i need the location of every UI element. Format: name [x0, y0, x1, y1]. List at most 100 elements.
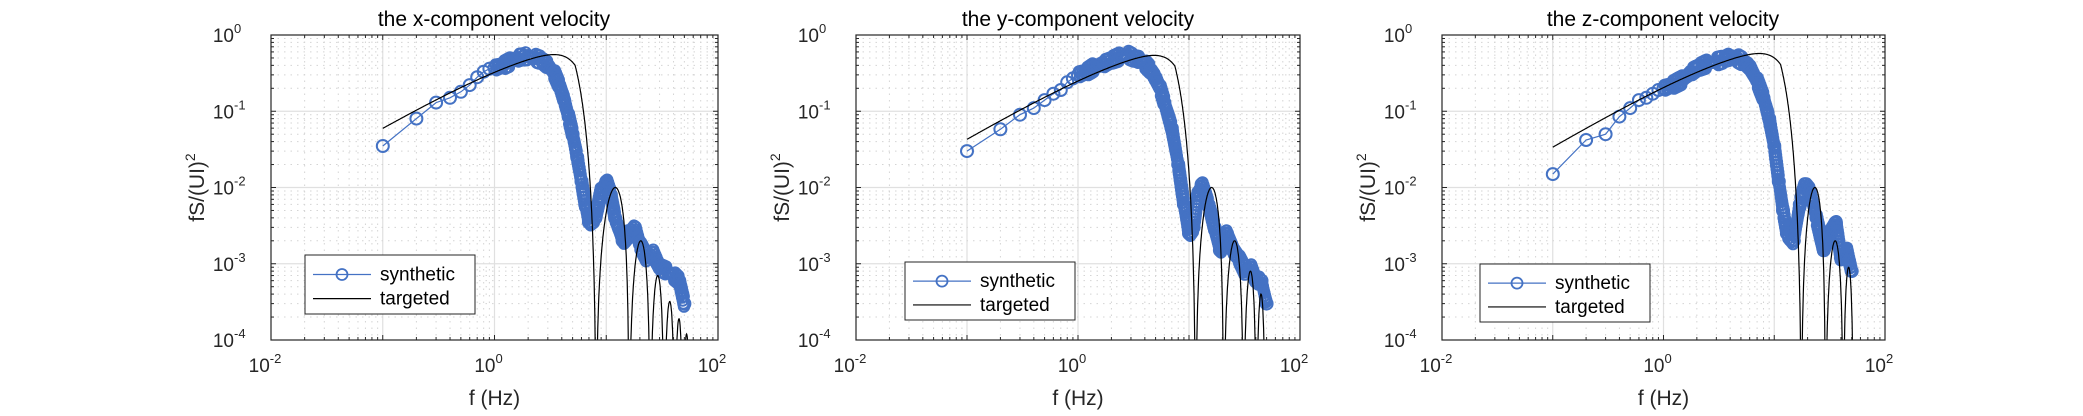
tick-base: 10: [798, 255, 819, 276]
tick-exponent: 0: [1405, 21, 1412, 36]
tick-exponent: -4: [1405, 326, 1417, 341]
legend-targeted-label: targeted: [980, 295, 1050, 316]
synthetic-marker: [1839, 243, 1854, 258]
tick-base: 10: [1058, 356, 1079, 377]
tick-base: 10: [1643, 356, 1664, 377]
y-tick-label: 100: [213, 21, 241, 47]
legend-synthetic-label: synthetic: [980, 271, 1055, 292]
synthetic-marker: [1046, 86, 1061, 101]
synthetic-marker: [603, 187, 618, 202]
synthetic-marker: [1786, 233, 1801, 248]
tick-base: 10: [798, 179, 819, 200]
tick-exponent: -2: [819, 174, 831, 189]
x-tick-label: 10-2: [834, 351, 867, 377]
tick-base: 10: [798, 26, 819, 47]
x-tick-label: 100: [1058, 351, 1086, 377]
tick-marks: [855, 34, 1301, 341]
series-layer: [960, 44, 1274, 340]
synthetic-marker: [1723, 49, 1738, 64]
synthetic-marker: [1176, 197, 1191, 212]
y-tick-label: 10-2: [798, 174, 831, 200]
synthetic-marker: [1579, 133, 1594, 147]
y-axis-label-text: fS/(UI)2: [182, 153, 209, 222]
subplot-title: the z-component velocity: [1547, 8, 1780, 31]
legend: synthetic targeted: [904, 261, 1076, 321]
tick-exponent: 2: [1301, 351, 1308, 366]
y-axis-label-text: fS/(UI)2: [767, 153, 794, 222]
legend-synthetic-marker: [935, 274, 949, 288]
tick-exponent: 2: [719, 351, 726, 366]
synthetic-marker: [1802, 184, 1817, 198]
synthetic-marker: [487, 60, 502, 75]
legend-synthetic-marker: [335, 268, 349, 281]
synthetic-marker: [1164, 121, 1179, 136]
tick-exponent: -4: [819, 326, 831, 341]
synthetic-marker: [409, 111, 424, 126]
tick-exponent: 2: [1886, 351, 1893, 366]
y-tick-label: 10-4: [798, 326, 831, 352]
x-tick-label: 102: [1865, 351, 1893, 377]
synthetic-marker: [1171, 157, 1186, 172]
synthetic-marker: [599, 174, 614, 189]
tick-base: 10: [834, 356, 855, 377]
subplot-x-component: the x-component velocity 10-2 100 10210010…: [182, 8, 726, 410]
tick-exponent: -1: [234, 97, 246, 112]
tick-exponent: 0: [1079, 351, 1086, 366]
y-label-base: fS/(UI): [771, 161, 794, 222]
tick-base: 10: [213, 102, 234, 123]
tick-base: 10: [698, 356, 719, 377]
synthetic-marker: [521, 49, 536, 63]
y-tick-label: 10-4: [213, 326, 246, 352]
synthetic-marker: [1087, 60, 1102, 74]
synthetic-marker: [496, 58, 511, 73]
synthetic-marker: [1828, 215, 1843, 230]
y-tick-label: 100: [798, 21, 826, 47]
synthetic-marker: [1153, 81, 1168, 96]
synthetic-marker: [1823, 226, 1838, 241]
synthetic-marker: [1742, 60, 1757, 74]
synthetic-marker: [1676, 72, 1690, 87]
tick-exponent: -2: [1405, 174, 1417, 189]
synthetic-marker: [1194, 177, 1209, 192]
synthetic-marker: [1231, 250, 1246, 265]
x-axis-label: f (Hz): [1638, 387, 1689, 410]
series-layer: [1545, 47, 1859, 340]
tick-base: 10: [1384, 26, 1405, 47]
tick-base: 10: [798, 102, 819, 123]
y-tick-label: 10-1: [213, 97, 246, 123]
tick-exponent: -2: [270, 351, 282, 366]
synthetic-marker: [557, 93, 572, 108]
synthetic-marker: [1259, 296, 1274, 311]
tick-base: 10: [1865, 356, 1886, 377]
synthetic-marker: [565, 127, 580, 142]
tick-base: 10: [1280, 356, 1301, 377]
synthetic-marker: [1816, 243, 1831, 258]
synthetic-marker: [1545, 167, 1560, 182]
x-axis-label: f (Hz): [1052, 387, 1103, 410]
synthetic-marker: [1104, 53, 1119, 67]
synthetic-marker: [503, 54, 518, 69]
synthetic-marker: [1750, 73, 1765, 88]
synthetic-marker: [1113, 49, 1128, 64]
tick-base: 10: [1384, 102, 1405, 123]
synthetic-marker: [1709, 54, 1724, 69]
synthetic-marker: [1762, 111, 1777, 126]
synthetic-marker: [645, 245, 660, 260]
tick-exponent: 0: [495, 351, 502, 366]
y-tick-label: 10-3: [798, 250, 831, 276]
tick-base: 10: [1384, 255, 1405, 276]
synthetic-marker: [1767, 139, 1782, 153]
synthetic-marker: [588, 210, 603, 225]
synthetic-marker: [1779, 226, 1794, 241]
synthetic-marker: [574, 174, 589, 189]
synthetic-marker: [672, 273, 687, 288]
synthetic-marker: [677, 296, 692, 311]
synthetic-marker: [1665, 78, 1680, 93]
y-label-base: fS/(UI): [186, 161, 209, 222]
y-tick-label: 10-3: [1384, 250, 1417, 276]
synthetic-marker: [1254, 273, 1269, 288]
synthetic-marker: [652, 260, 667, 275]
